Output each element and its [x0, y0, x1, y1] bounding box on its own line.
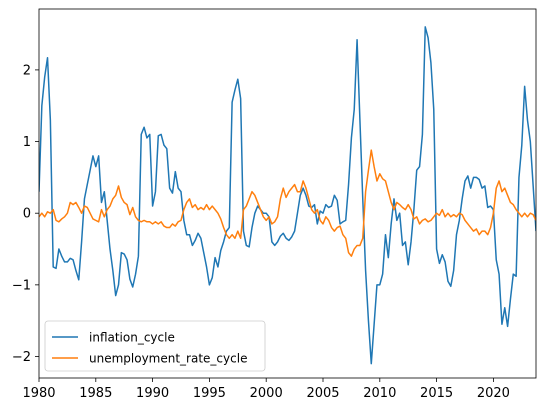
x-axis: 1980 1985 1990 1995 2000 2005 2010 2015 2020	[22, 378, 510, 401]
legend-frame	[44, 320, 266, 372]
y-tick-label: −1	[12, 278, 31, 293]
series-lines	[39, 26, 536, 365]
legend-label-inflation-cycle: inflation_cycle	[89, 331, 175, 345]
x-tick-label: 2000	[250, 386, 283, 401]
y-tick-label: 2	[23, 63, 31, 78]
x-tick-label: 1990	[136, 386, 169, 401]
plot-frame	[38, 8, 537, 379]
legend-label-unemployment-rate-cycle: unemployment_rate_cycle	[89, 352, 247, 366]
x-tick-label: 1985	[79, 386, 112, 401]
x-tick-label: 2015	[420, 386, 453, 401]
x-tick-label: 2005	[306, 386, 339, 401]
x-tick-label: 1995	[193, 386, 226, 401]
y-axis: −2 −1 0 1 2	[12, 63, 39, 365]
y-tick-label: −2	[12, 350, 31, 365]
legend: inflation_cycle unemployment_rate_cycle	[44, 320, 266, 372]
x-tick-label: 1980	[22, 386, 55, 401]
series-line-unemployment-rate-cycle	[39, 149, 536, 257]
series-line-inflation-cycle	[39, 26, 536, 365]
y-tick-label: 1	[23, 135, 31, 150]
y-tick-label: 0	[23, 207, 31, 222]
x-tick-label: 2020	[477, 386, 510, 401]
x-tick-label: 2010	[363, 386, 396, 401]
